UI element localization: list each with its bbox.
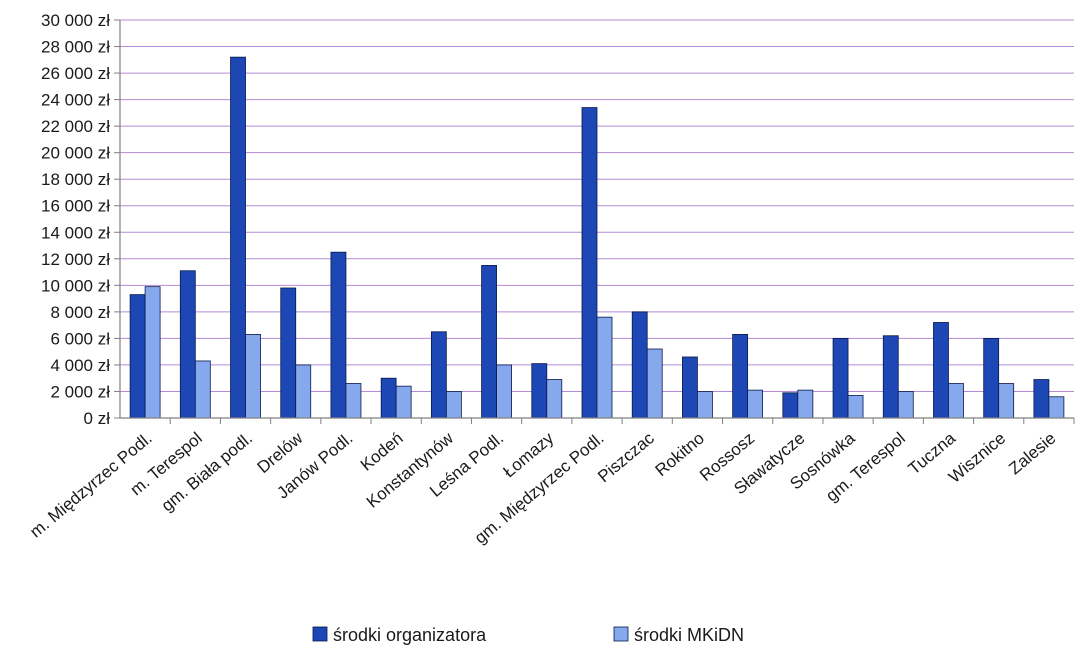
bar-organizer [481,265,497,419]
bar-organizer [732,334,749,419]
y-tick-label: 10 000 zł [41,276,110,295]
bar-organizer [380,377,397,419]
x-category-label: Zalesie [1005,429,1059,479]
legend-label-mkidn: środki MKiDN [634,625,744,645]
y-tick-label: 26 000 zł [41,64,110,83]
legend-swatch-mkidn [613,626,629,642]
bar-mkidn [445,391,462,419]
bar-organizer [832,337,849,419]
bar-organizer [280,287,297,419]
y-tick-label: 8 000 zł [50,303,110,322]
bar-organizer [682,356,698,419]
bar-mkidn [1048,396,1065,419]
bar-mkidn [245,334,261,419]
x-category-label: Piszczac [594,428,658,486]
x-category-label: Konstantynów [363,428,458,512]
y-tick-label: 24 000 zł [41,91,110,110]
bar-organizer [330,251,347,419]
bar-mkidn [345,383,362,419]
legend-label-organizer: środki organizatora [333,625,487,645]
bar-mkidn [596,316,613,419]
y-tick-label: 14 000 zł [41,223,110,242]
y-tick-label: 12 000 zł [41,250,110,269]
x-category-label: Wisznice [945,429,1009,487]
bar-mkidn [948,383,964,419]
y-tick-labels: 0 zł 2 000 zł 4 000 zł 6 000 zł 8 000 zł 10 0… [41,11,110,428]
bar-organizer [1033,379,1050,419]
bar-mkidn [797,389,814,419]
bar-mkidn [295,364,312,419]
axes [114,19,1075,424]
bar-organizer [129,294,146,419]
x-category-label: gm. Biała podl. [158,429,256,516]
y-tick-label: 2 000 zł [50,382,110,401]
bar-organizer [983,337,1000,419]
bar-mkidn [697,391,713,419]
y-tick-label: 0 zł [84,409,111,428]
y-tick-label: 6 000 zł [50,329,110,348]
bar-mkidn [747,389,764,419]
bar-organizer [179,270,196,419]
bar-organizer [531,363,548,419]
bar-mkidn [144,286,161,419]
bar-organizer [782,392,799,419]
legend-swatch-organizer [312,626,328,642]
bar-mkidn [897,391,914,419]
bar-mkidn [546,379,563,419]
bars [129,56,1065,419]
bar-organizer [933,322,949,419]
y-tick-label: 4 000 zł [50,356,110,375]
y-tick-label: 16 000 zł [41,197,110,216]
bar-mkidn [646,348,663,419]
y-tick-label: 28 000 zł [41,38,110,57]
y-tick-label: 18 000 zł [41,170,110,189]
legend: środki organizatora środki MKiDN [312,625,744,645]
bar-organizer [882,335,899,419]
y-tick-label: 30 000 zł [41,11,110,30]
y-tick-label: 22 000 zł [41,117,110,136]
bar-organizer [631,311,648,419]
bar-mkidn [395,385,412,419]
bar-mkidn [998,383,1015,419]
bar-organizer [230,56,246,419]
bar-organizer [581,107,598,419]
y-tick-label: 20 000 zł [41,144,110,163]
bar-mkidn [496,364,512,419]
bar-organizer [430,331,447,419]
bar-mkidn [194,360,211,419]
bar-mkidn [847,395,864,419]
